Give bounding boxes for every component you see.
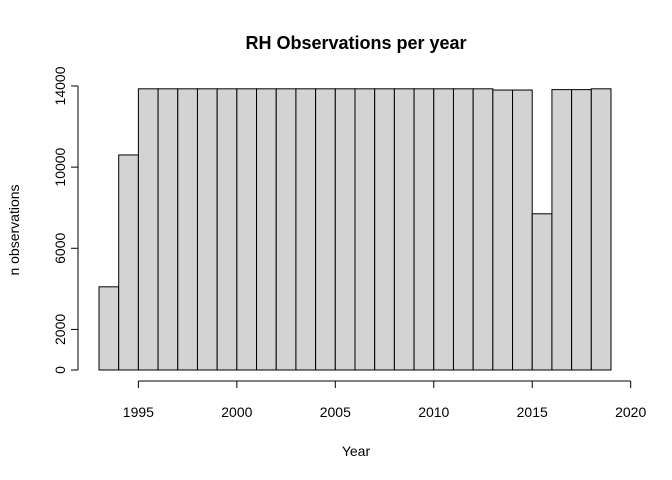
bar-1994	[118, 154, 139, 371]
bar-2004	[315, 88, 336, 371]
bar-2018	[590, 88, 612, 371]
bar-1993	[98, 286, 120, 371]
bar-2000	[236, 88, 258, 371]
y-tick-label-10000: 10000	[52, 147, 68, 186]
bar-2017	[571, 89, 592, 371]
y-tick-label-0: 0	[52, 366, 68, 374]
y-axis-label: n observations	[6, 184, 22, 275]
bars-group	[98, 88, 612, 371]
bar-2010	[433, 88, 454, 371]
x-tick-label-2015: 2015	[517, 404, 548, 420]
bar-2005	[334, 88, 356, 371]
bar-2013	[492, 89, 514, 371]
bar-2011	[452, 88, 474, 371]
y-tick-label-14000: 14000	[52, 66, 68, 105]
bar-1997	[177, 88, 198, 371]
x-axis-label: Year	[342, 443, 371, 459]
bar-2003	[295, 88, 317, 371]
x-tick-label-2005: 2005	[320, 404, 351, 420]
y-axis: 0 2000 6000 10000 14000	[52, 66, 79, 374]
y-tick-label-2000: 2000	[52, 314, 68, 345]
bar-2007	[374, 88, 395, 371]
bar-2006	[354, 88, 376, 371]
bar-1995	[137, 88, 159, 371]
bar-1999	[216, 88, 238, 371]
bar-2009	[413, 88, 435, 371]
chart-title: RH Observations per year	[245, 33, 466, 53]
bar-2015	[531, 213, 553, 371]
bar-2016	[551, 89, 573, 371]
x-tick-label-1995: 1995	[123, 404, 154, 420]
x-tick-label-2000: 2000	[221, 404, 252, 420]
bar-2014	[512, 89, 533, 371]
bar-1996	[157, 88, 179, 371]
bar-2008	[393, 88, 415, 371]
bar-1998	[196, 88, 218, 371]
bar-2001	[256, 88, 277, 371]
bar-2012	[472, 88, 494, 371]
bar-2002	[275, 88, 297, 371]
x-tick-label-2010: 2010	[418, 404, 449, 420]
y-tick-label-6000: 6000	[52, 232, 68, 263]
x-axis: 1995 2000 2005 2010 2015 2020	[123, 380, 646, 420]
x-tick-label-2020: 2020	[615, 404, 646, 420]
